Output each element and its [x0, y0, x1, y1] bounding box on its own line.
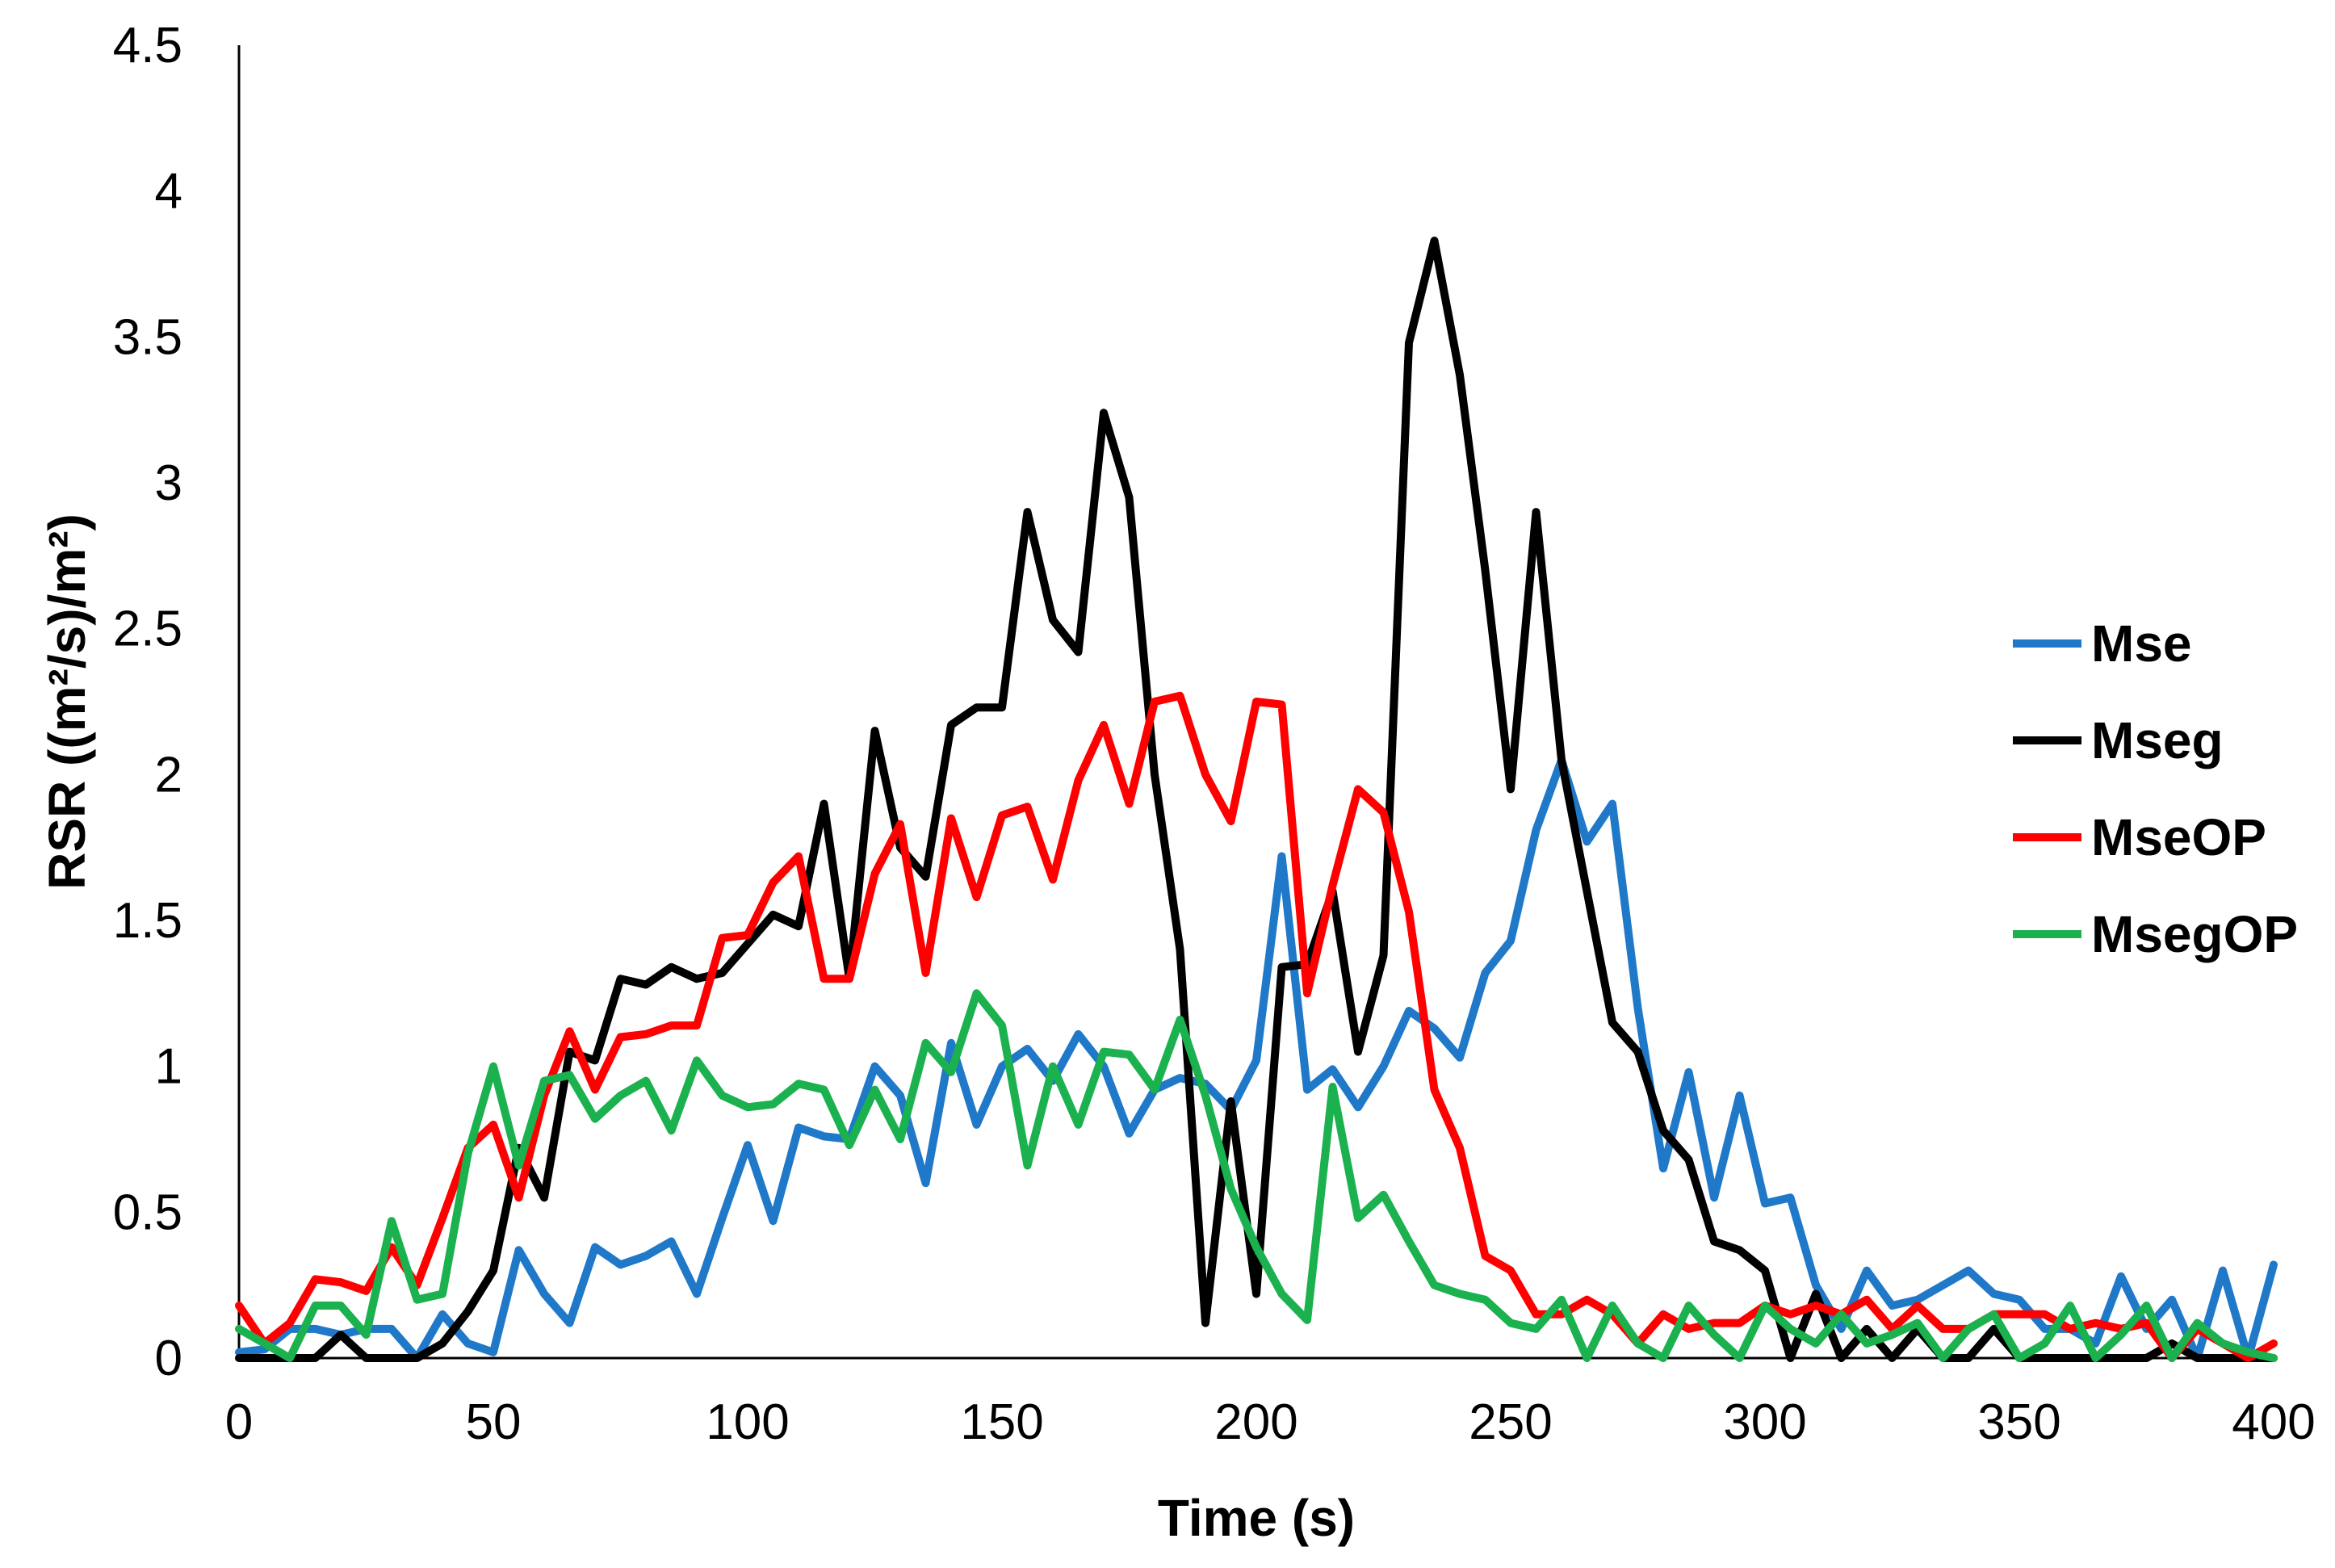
- legend-label-mseg: Mseg: [2091, 711, 2224, 769]
- series-line-msegop: [235, 989, 2278, 1362]
- x-tick-label: 350: [1977, 1394, 2060, 1450]
- legend-label-msegop: MsegOP: [2091, 905, 2298, 963]
- y-tick-label: 1: [155, 1039, 182, 1095]
- y-axis-title: RSR ((m²/s)/m²): [38, 514, 96, 890]
- y-tick-label: 3.5: [113, 309, 182, 365]
- chart-legend: Mse Mseg MseOP MsegOP: [2013, 614, 2298, 963]
- series-line-mseop: [235, 691, 2278, 1362]
- x-tick-label: 150: [960, 1394, 1043, 1450]
- x-tick-label: 100: [706, 1394, 789, 1450]
- series-lines: [235, 237, 2278, 1362]
- y-tick-label: 4: [155, 164, 182, 220]
- x-tick-label: 0: [225, 1394, 253, 1450]
- legend-label-mse: Mse: [2091, 614, 2192, 673]
- x-tick-labels: 0 50 100 150 200 250 300 350 400: [225, 1394, 2316, 1450]
- y-tick-label: 4.5: [113, 18, 182, 73]
- series-line-mse: [235, 756, 2278, 1362]
- y-tick-labels: 0 0.5 1 1.5 2 2.5 3 3.5 4 4.5: [113, 18, 182, 1386]
- legend-label-mseop: MseOP: [2091, 808, 2266, 866]
- y-tick-label: 0: [155, 1331, 182, 1386]
- x-tick-label: 400: [2232, 1394, 2315, 1450]
- chart-axes: [237, 45, 2274, 1360]
- x-tick-label: 250: [1469, 1394, 1552, 1450]
- y-tick-label: 2: [155, 747, 182, 803]
- x-tick-label: 300: [1723, 1394, 1806, 1450]
- x-tick-label: 200: [1214, 1394, 1297, 1450]
- y-tick-label: 3: [155, 455, 182, 511]
- x-tick-label: 50: [466, 1394, 522, 1450]
- y-tick-label: 0.5: [113, 1184, 182, 1240]
- y-tick-label: 2.5: [113, 602, 182, 657]
- y-tick-label: 1.5: [113, 893, 182, 949]
- x-axis-title: Time (s): [1158, 1489, 1355, 1547]
- series-line-mseg: [235, 237, 2278, 1362]
